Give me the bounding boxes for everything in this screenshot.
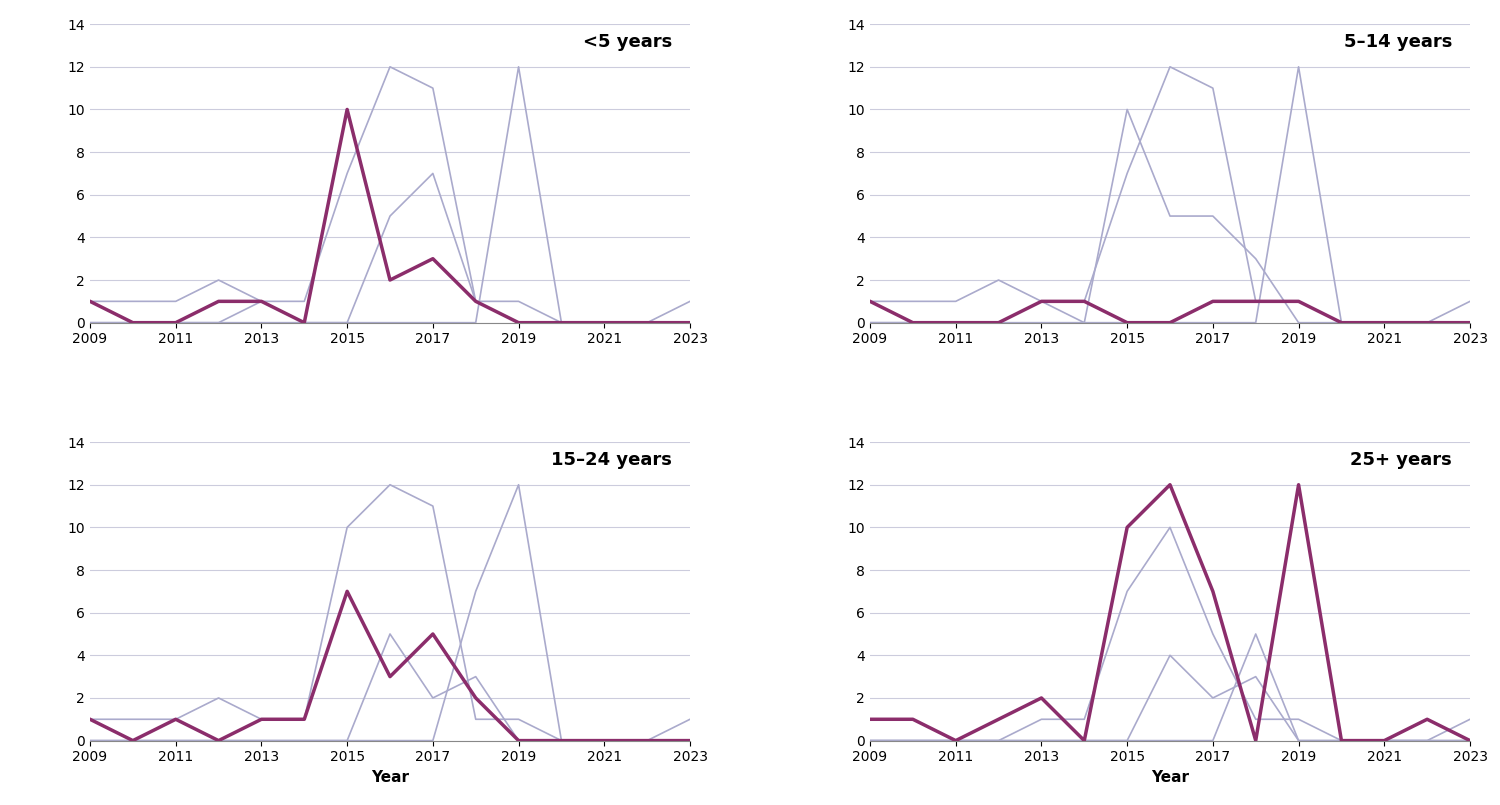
Text: 5–14 years: 5–14 years — [1344, 33, 1452, 51]
Text: 25+ years: 25+ years — [1350, 451, 1452, 469]
Text: <5 years: <5 years — [582, 33, 672, 51]
X-axis label: Year: Year — [1150, 770, 1190, 785]
X-axis label: Year: Year — [370, 770, 410, 785]
Text: 15–24 years: 15–24 years — [550, 451, 672, 469]
